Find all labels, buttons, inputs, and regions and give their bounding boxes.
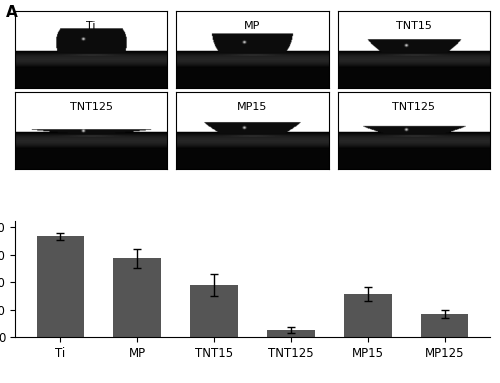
- Bar: [421, 314, 469, 337]
- Bar: [114, 258, 161, 337]
- Text: MP15: MP15: [238, 101, 268, 111]
- Text: TNT125: TNT125: [392, 101, 436, 111]
- Text: TNT125: TNT125: [70, 101, 112, 111]
- Text: TNT15: TNT15: [396, 21, 432, 31]
- Text: MP: MP: [244, 21, 260, 31]
- Bar: [344, 294, 392, 337]
- Text: A: A: [6, 5, 17, 20]
- Bar: [190, 285, 238, 337]
- Bar: [267, 330, 314, 337]
- Bar: [36, 236, 84, 337]
- Text: Ti: Ti: [86, 21, 96, 31]
